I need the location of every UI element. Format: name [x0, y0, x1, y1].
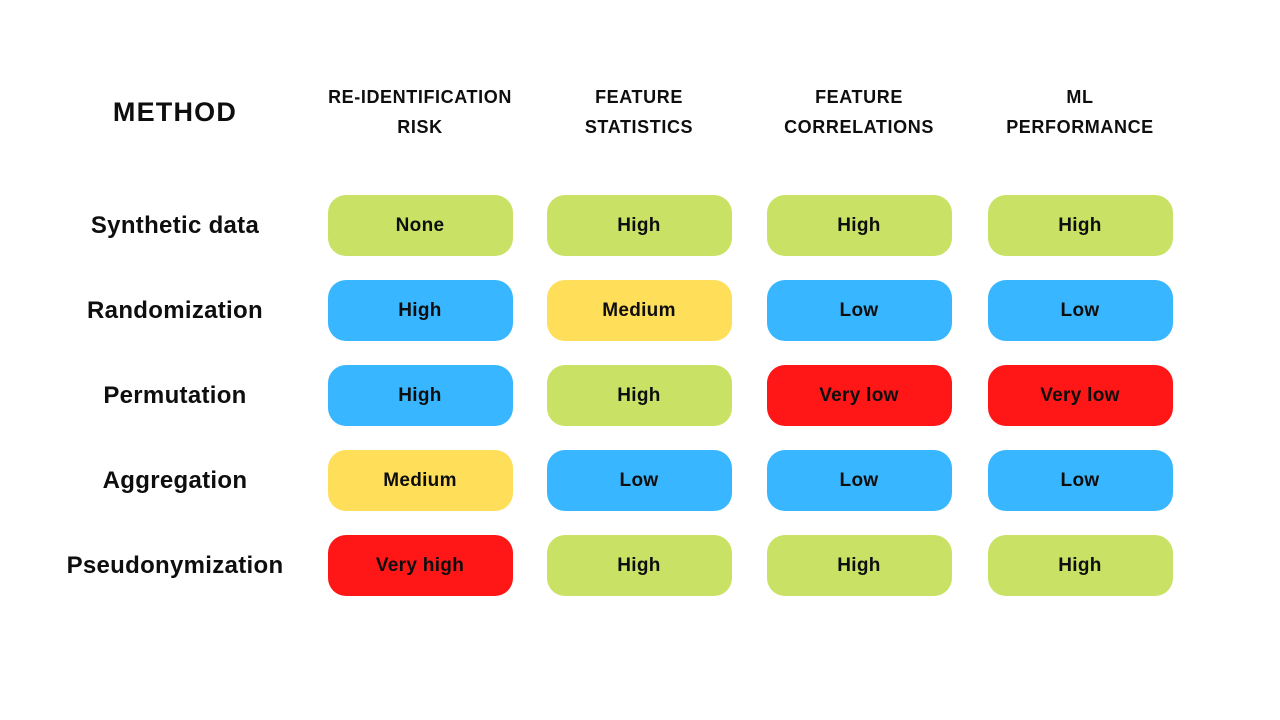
table-header-row: METHOD RE-IDENTIFICATION RISK FEATURE ST… — [40, 69, 1280, 155]
table-row-synthetic-data: Synthetic data None High High High — [40, 183, 1280, 268]
rating-pill: High — [987, 535, 1173, 596]
rating-pill: High — [327, 280, 513, 341]
rating-pill: Low — [766, 280, 952, 341]
rating-pill: Very low — [987, 365, 1173, 426]
rating-pill: Medium — [546, 280, 732, 341]
method-label: Permutation — [103, 381, 247, 409]
rating-pill: Medium — [327, 450, 513, 511]
rating-pill: High — [546, 535, 732, 596]
rating-pill: High — [546, 195, 732, 256]
rating-pill: High — [987, 195, 1173, 256]
column-header-reidentification-risk: RE-IDENTIFICATION RISK — [328, 87, 512, 137]
column-header-ml-performance: ML PERFORMANCE — [1006, 87, 1154, 137]
rating-pill: High — [766, 535, 952, 596]
table-row-randomization: Randomization High Medium Low Low — [40, 268, 1280, 353]
rating-pill: Very low — [766, 365, 952, 426]
rating-pill: Low — [766, 450, 952, 511]
method-label: Aggregation — [102, 466, 248, 494]
rating-pill: Very high — [327, 535, 513, 596]
rating-pill: None — [327, 195, 513, 256]
rating-pill: High — [766, 195, 952, 256]
column-header-method: METHOD — [112, 97, 238, 127]
table-row-aggregation: Aggregation Medium Low Low Low — [40, 438, 1280, 523]
column-header-feature-correlations: FEATURE CORRELATIONS — [784, 87, 934, 137]
header-body-spacer — [40, 155, 1280, 183]
rating-pill: Low — [546, 450, 732, 511]
method-label: Pseudonymization — [66, 551, 284, 579]
method-label: Synthetic data — [90, 211, 260, 239]
rating-pill: High — [546, 365, 732, 426]
rating-pill: Low — [987, 280, 1173, 341]
method-label: Randomization — [87, 296, 263, 324]
table-row-permutation: Permutation High High Very low Very low — [40, 353, 1280, 438]
rating-pill: High — [327, 365, 513, 426]
column-header-feature-statistics: FEATURE STATISTICS — [584, 87, 694, 137]
table-row-pseudonymization: Pseudonymization Very high High High Hig… — [40, 523, 1280, 608]
rating-pill: Low — [987, 450, 1173, 511]
